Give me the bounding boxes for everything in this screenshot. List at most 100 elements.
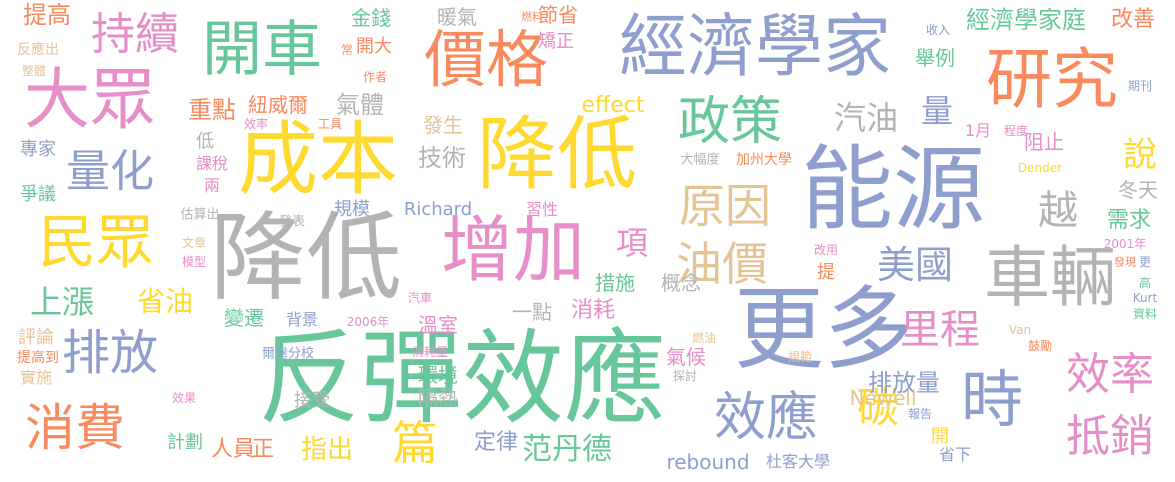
- word: 項: [615, 224, 649, 262]
- word: 低: [196, 131, 214, 152]
- word: 冬天: [1118, 178, 1158, 202]
- word: 定律: [473, 430, 519, 455]
- word: 價格: [423, 23, 549, 96]
- word: 估算出: [180, 207, 220, 223]
- word: 提: [817, 262, 835, 283]
- word: 量: [920, 92, 954, 130]
- word: 降低: [477, 108, 637, 201]
- word: 期刊: [1127, 79, 1153, 93]
- word: 措施: [595, 271, 635, 295]
- word: 習性: [525, 200, 559, 219]
- word: 發現: [1114, 255, 1136, 269]
- word: 收入: [925, 23, 951, 37]
- word: 降低: [210, 202, 402, 314]
- word: 效應: [713, 388, 819, 448]
- word: 接受: [294, 390, 330, 411]
- word: 消耗: [570, 298, 616, 323]
- word: Newell: [849, 386, 917, 410]
- word: 工具: [317, 117, 343, 131]
- word: 變遷: [224, 306, 264, 330]
- word: effect: [581, 93, 645, 118]
- word: 原因: [679, 179, 771, 233]
- word: 反彈效應: [258, 320, 666, 439]
- word: 一點: [512, 300, 552, 324]
- word: 2001年: [1103, 237, 1147, 251]
- word: 氣體: [336, 91, 384, 119]
- word: 環境: [418, 363, 458, 387]
- word: 范丹德: [522, 432, 612, 467]
- word: 模型: [181, 255, 207, 269]
- word: 背景: [285, 310, 319, 329]
- word: 兩: [203, 176, 221, 195]
- word: Van: [1008, 323, 1032, 337]
- word: 溫室: [418, 313, 458, 337]
- word: 鼓勵: [1027, 339, 1053, 353]
- word: 發生: [423, 113, 463, 137]
- word: 杜客大學: [765, 452, 831, 471]
- word: 指出: [300, 435, 354, 465]
- word: 更多: [734, 277, 914, 382]
- word: 開大: [356, 36, 392, 57]
- word: 里程: [900, 307, 980, 353]
- word: 說: [1123, 135, 1157, 175]
- word: 改善: [1110, 7, 1156, 32]
- word: 計劃: [167, 432, 203, 453]
- word: 程度: [1003, 124, 1029, 138]
- word: 政策: [677, 92, 783, 152]
- word: Richard: [403, 199, 473, 220]
- word: 作者: [362, 70, 388, 84]
- word: 時: [960, 363, 1024, 436]
- word: 節省: [538, 3, 578, 27]
- word: 發表: [278, 214, 306, 230]
- word: 氣候: [666, 345, 706, 369]
- word: 省油: [136, 285, 194, 318]
- word: 研究: [986, 41, 1118, 118]
- word: 量化: [66, 146, 154, 197]
- word: 文章: [181, 236, 207, 250]
- word: 規範: [787, 350, 813, 364]
- word: 開車: [202, 15, 322, 85]
- word: 報告: [907, 407, 933, 421]
- word: 需求: [1106, 208, 1152, 233]
- word: 油價: [676, 237, 768, 291]
- word: 資料: [1132, 307, 1158, 321]
- word: 持續: [91, 9, 179, 60]
- word: 專家: [20, 139, 56, 160]
- word: 效果: [171, 391, 197, 405]
- word: 評論: [18, 327, 54, 348]
- word: 金錢: [351, 6, 391, 30]
- word: 紐威爾: [248, 93, 308, 117]
- word: 燃油: [691, 331, 717, 345]
- word: 汽車: [407, 291, 433, 305]
- word: 消耗量: [411, 345, 449, 359]
- word: 省下: [938, 445, 972, 464]
- word: Kurt: [1132, 291, 1158, 305]
- word: Dender: [1017, 161, 1063, 175]
- word: 改用: [813, 243, 839, 257]
- word: 燃料: [521, 10, 543, 24]
- word: 越: [1038, 188, 1078, 234]
- word: 技術: [418, 144, 466, 172]
- word: 民眾: [37, 208, 155, 276]
- word: 人員: [210, 437, 256, 462]
- word: 隔熱: [418, 386, 458, 410]
- word: 高: [1138, 276, 1152, 290]
- word: 探討: [672, 369, 698, 383]
- word: 排放量: [868, 369, 940, 397]
- word: 加州大學: [736, 152, 792, 168]
- word: 大幅度: [680, 152, 720, 168]
- word: 提高: [23, 1, 71, 29]
- word: 整體: [21, 64, 47, 78]
- word: 更: [1138, 255, 1152, 269]
- word: 成本: [238, 113, 398, 206]
- word: 規模: [334, 199, 370, 220]
- word: 排放: [61, 325, 159, 381]
- word: 正: [251, 437, 275, 462]
- word: 碳: [856, 383, 900, 432]
- word: 概念: [661, 271, 701, 295]
- word: 阻止: [1024, 130, 1064, 154]
- word: 能源: [800, 136, 986, 243]
- word: 1月: [964, 121, 992, 140]
- word: 常: [340, 43, 354, 57]
